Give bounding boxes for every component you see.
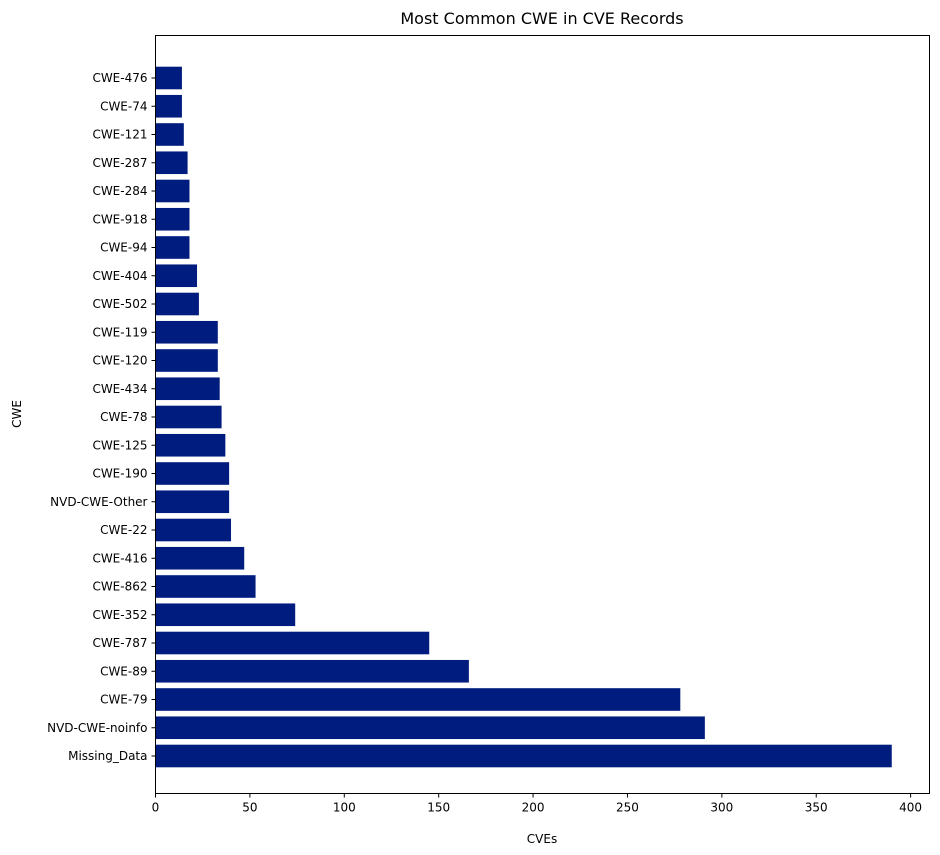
y-tick-label: CWE-787 [92, 636, 147, 650]
y-tick-label: CWE-287 [92, 156, 147, 170]
y-tick-label: CWE-918 [92, 212, 147, 226]
y-tick-label: CWE-284 [92, 184, 147, 198]
y-tick-label: CWE-352 [92, 608, 147, 622]
x-tick-label: 250 [616, 801, 639, 815]
bar-cwe-74 [155, 94, 182, 118]
bar-cwe-125 [155, 433, 226, 457]
y-tick-label: CWE-22 [100, 523, 147, 537]
bar-cwe-94 [155, 236, 190, 259]
chart-title: Most Common CWE in CVE Records [400, 9, 683, 28]
bar-cwe-79 [155, 688, 681, 711]
x-tick-label: 150 [427, 801, 450, 815]
y-tick-label: CWE-78 [100, 410, 147, 424]
x-tick-label: 200 [522, 801, 545, 815]
bar-cwe-787 [155, 631, 430, 655]
bar-cwe-121 [155, 123, 184, 146]
x-tick-label: 50 [242, 801, 257, 815]
x-tick-label: 350 [805, 801, 828, 815]
bar-cwe-78 [155, 405, 222, 429]
y-tick-label: CWE-121 [92, 128, 147, 142]
bar-cwe-119 [155, 320, 218, 344]
y-tick-label: CWE-476 [92, 71, 147, 85]
x-axis-ticks: 0 50 100 150 200 250 300 350 400 [152, 793, 922, 815]
bar-cwe-502 [155, 292, 199, 316]
y-tick-label: CWE-74 [100, 99, 147, 113]
bar-nvd-cwe-noinfo [155, 716, 705, 740]
x-tick-label: 100 [333, 801, 356, 815]
y-tick-label: NVD-CWE-Other [50, 495, 147, 509]
bar-cwe-120 [155, 349, 218, 372]
bar-cwe-284 [155, 179, 190, 203]
bar-cwe-287 [155, 151, 188, 175]
bar-cwe-862 [155, 575, 256, 598]
y-tick-label: CWE-125 [92, 438, 147, 452]
bar-cwe-352 [155, 603, 296, 627]
bar-cwe-416 [155, 546, 245, 570]
y-tick-label: CWE-120 [92, 354, 147, 368]
x-tick-label: 0 [152, 801, 160, 815]
plot-frame [155, 35, 930, 794]
y-tick-label: CWE-79 [100, 693, 147, 707]
y-tick-label: CWE-89 [100, 664, 147, 678]
bar-nvd-cwe-other [155, 490, 230, 514]
bar-cwe-190 [155, 462, 230, 485]
x-tick-label: 300 [710, 801, 733, 815]
y-tick-label: CWE-416 [92, 551, 147, 565]
bars-group [155, 66, 892, 768]
x-axis-label: CVEs [527, 832, 557, 846]
bar-cwe-89 [155, 659, 469, 683]
y-tick-label: CWE-434 [92, 382, 147, 396]
x-tick-label: 400 [899, 801, 922, 815]
y-tick-label: CWE-502 [92, 297, 147, 311]
y-axis-ticks: Missing_Data NVD-CWE-noinfo CWE-79 CWE-89 CW… [47, 71, 156, 763]
y-tick-label: CWE-862 [92, 580, 147, 594]
bar-cwe-22 [155, 518, 232, 542]
y-tick-label: Missing_Data [68, 749, 147, 763]
y-tick-label: NVD-CWE-noinfo [47, 721, 147, 735]
bar-cwe-918 [155, 207, 190, 231]
y-tick-label: CWE-190 [92, 467, 147, 481]
y-tick-label: CWE-94 [100, 241, 147, 255]
y-axis-label: CWE [10, 400, 24, 428]
y-tick-label: CWE-404 [92, 269, 147, 283]
bar-cwe-476 [155, 66, 182, 90]
bar-cwe-434 [155, 377, 220, 401]
y-tick-label: CWE-119 [92, 325, 147, 339]
bar-missing-data [155, 744, 892, 768]
bar-cwe-404 [155, 264, 198, 288]
